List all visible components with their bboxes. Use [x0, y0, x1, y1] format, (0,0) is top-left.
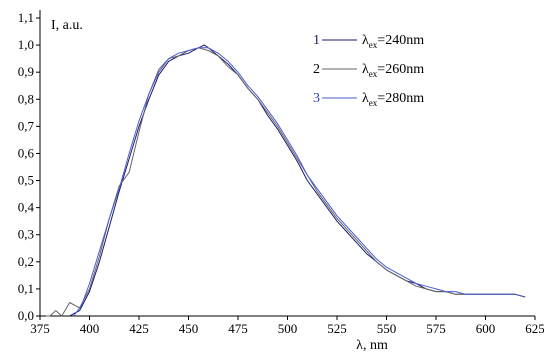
y-tick-label: 1,1 [18, 10, 34, 25]
legend-number: 2 [313, 62, 320, 77]
series-line-3 [73, 47, 526, 317]
y-tick-label: 0,3 [18, 227, 34, 242]
x-tick-label: 400 [80, 321, 100, 336]
y-axis-title: I, a.u. [51, 18, 83, 33]
x-tick-label: 475 [228, 321, 248, 336]
x-tick-label: 550 [377, 321, 397, 336]
legend: 1 λex=240nm 2 λex=260nm 3 λex=280nm [313, 33, 424, 108]
y-tick-label: 0,1 [18, 281, 34, 296]
legend-number: 3 [313, 91, 320, 106]
legend-label: λex=240nm [362, 33, 424, 50]
series-line-1 [69, 44, 526, 317]
legend-number: 1 [313, 33, 320, 48]
x-tick-label: 375 [30, 321, 50, 336]
y-tick-label: 0,4 [18, 200, 35, 215]
x-tick-label: 525 [327, 321, 347, 336]
y-tick-label: 0,2 [18, 254, 34, 269]
x-axis-title: λ, nm [356, 338, 388, 353]
x-tick-label: 500 [278, 321, 298, 336]
x-tick-label: 575 [426, 321, 446, 336]
x-tick-label: 600 [476, 321, 496, 336]
axes [39, 10, 535, 317]
y-tick-label: 1,0 [18, 37, 34, 52]
y-tick-label: 0,7 [18, 118, 35, 133]
legend-label: λex=280nm [362, 91, 424, 108]
legend-item-2: 2 λex=260nm [313, 62, 424, 79]
x-tick-label: 425 [129, 321, 149, 336]
legend-item-3: 3 λex=280nm [313, 91, 424, 108]
y-tick-label: 0,8 [18, 91, 34, 106]
y-ticks: 0,0 0,1 0,2 0,3 0,4 0,5 0,6 0,7 0,8 0,9 1,0 1,1 [18, 10, 40, 323]
x-tick-label: 450 [179, 321, 199, 336]
x-tick-label: 625 [525, 321, 544, 336]
legend-item-1: 1 λex=240nm [313, 33, 424, 50]
series-layer [45, 44, 526, 317]
x-ticks: 375 400 425 450 475 500 525 550 575 600 625 [30, 316, 544, 336]
legend-label: λex=260nm [362, 62, 424, 79]
series-line-2 [45, 47, 526, 317]
y-tick-label: 0,5 [18, 173, 34, 188]
y-tick-label: 0,9 [18, 64, 34, 79]
y-tick-label: 0,6 [18, 145, 35, 160]
y-tick-label: 0,0 [18, 308, 34, 323]
